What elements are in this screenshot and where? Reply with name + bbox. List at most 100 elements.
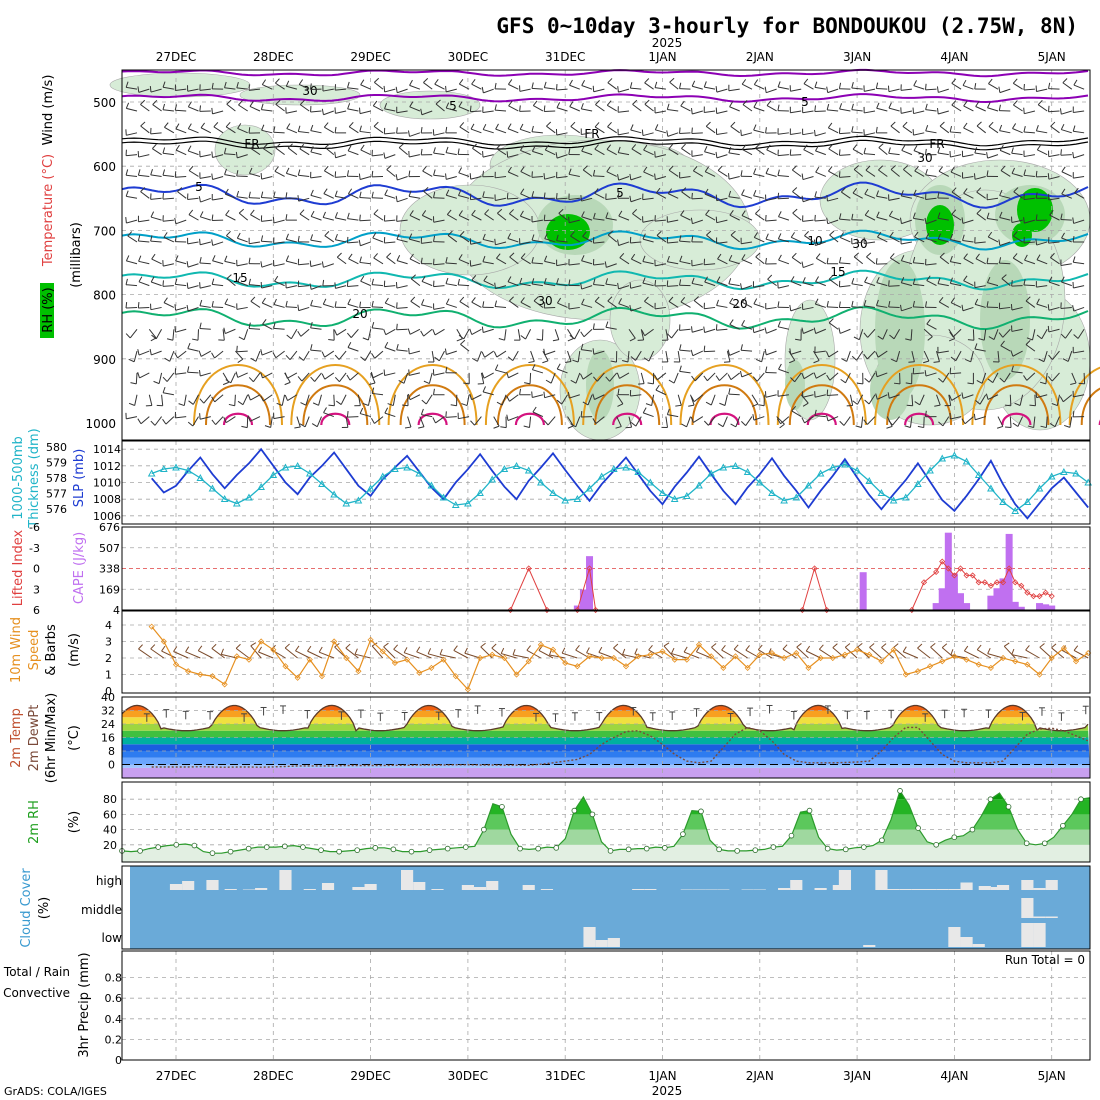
lifted-index-marker (945, 565, 952, 572)
wind-barb-flag (310, 299, 313, 306)
wind-barb-flag (838, 82, 842, 89)
wind-barb-flag (1014, 402, 1021, 406)
rh-2m-marker (1023, 840, 1030, 847)
wind-barb-flag (876, 190, 879, 197)
wind-barb-flag (128, 358, 135, 363)
wind-barb-flag (348, 253, 353, 260)
wind-barb-flag (226, 230, 231, 237)
wind-barb (273, 241, 285, 244)
wind-barb (396, 285, 408, 289)
wind-barb (1023, 88, 1035, 91)
wind-barb (242, 394, 249, 405)
wind-barb-flag (1048, 354, 1053, 360)
wind-barb-flag (1011, 167, 1016, 174)
wind-barb-flag (690, 396, 695, 402)
wind-barb (741, 83, 753, 90)
wind-barb-flag (345, 643, 351, 649)
thickness-marker (354, 496, 363, 504)
wind-barb-flag (258, 646, 262, 653)
temp-contour-20 (121, 306, 1089, 331)
wind-barb (987, 217, 999, 221)
wind-barb (704, 151, 716, 156)
wind-barb-flag (949, 367, 952, 374)
thickness-marker (719, 463, 728, 471)
wind-barb-flag (654, 173, 656, 180)
wind-barb (508, 171, 519, 177)
wind-barb (708, 416, 716, 426)
wind-tick: 3 (105, 636, 112, 649)
wind-barb (794, 372, 802, 383)
wind-barb (212, 260, 224, 265)
wind-barb (359, 413, 371, 418)
wind-barb (974, 285, 986, 289)
wind-barb (753, 106, 765, 112)
wind-barb-flag (681, 187, 687, 193)
slp-thickness-panel: 101410121010100810065805795785775761000-… (11, 428, 1093, 529)
wind-barb-flag (213, 122, 219, 128)
wind-barb (187, 241, 199, 245)
wind-barb (310, 175, 322, 179)
wind-barb (717, 258, 728, 265)
wind-barb (976, 649, 992, 659)
wind-barb (876, 282, 888, 287)
wind-barb-flag (223, 327, 226, 334)
wind-barb-flag (740, 283, 743, 290)
wind-barb-flag (950, 649, 954, 656)
wind-barb (459, 126, 470, 134)
wind-barb (474, 416, 482, 426)
wind-barb-flag (570, 231, 575, 237)
wind-barb (300, 328, 310, 337)
wind-barb-flag (334, 282, 336, 289)
thickness-marker (293, 461, 302, 469)
wind-barb-flag (1073, 334, 1079, 339)
wind-barb-flag (719, 402, 726, 406)
wind-barb-flag (226, 99, 232, 105)
wind-barb-flag (777, 192, 780, 199)
wind-barb-flag (703, 375, 708, 382)
wind-barb-flag (237, 358, 244, 363)
wind-barb (150, 132, 162, 135)
rh2m-tick: 80 (103, 793, 117, 806)
wind-barb-flag (322, 279, 325, 286)
wind-barb-flag (481, 351, 486, 358)
wind-barb (1009, 416, 1012, 428)
slp-line (151, 447, 1089, 520)
wind-barb (827, 219, 839, 225)
wind-barb (569, 84, 580, 90)
top-date-labels: 27DEC 28DEC 29DEC 30DEC 31DEC 1JAN 2JAN 3JAN 4JA… (156, 50, 1066, 64)
wind-barb-flag (753, 298, 758, 305)
wind-barb-flag (963, 100, 968, 107)
wind-barb-flag (999, 211, 1003, 218)
wind-barb-flag (757, 644, 763, 650)
wind-barb-flag (765, 366, 768, 373)
wind-barb (937, 152, 949, 156)
cloud-bar-high (224, 889, 237, 890)
wind-barb-flag (930, 643, 936, 648)
wind-barb (556, 263, 568, 267)
wind-barb-flag (963, 122, 968, 129)
cloud-bar-high (182, 881, 195, 890)
wind-barb-flag (373, 121, 379, 127)
wind-barb (691, 154, 703, 157)
wind-barb-flag (789, 149, 792, 156)
wind-barb-flag (471, 275, 477, 281)
lifted-index-marker (1042, 589, 1049, 596)
cloud-bar-high (169, 884, 183, 890)
wind-barb-flag (902, 121, 908, 127)
wind-barb-flag (581, 255, 585, 261)
wind-barb-flag (832, 643, 838, 648)
wind-speed-marker (160, 638, 167, 645)
wind-barb (371, 197, 384, 199)
wind-barb-flag (264, 425, 271, 428)
wind-barb (867, 328, 876, 338)
wind-speed-marker (404, 656, 411, 663)
wind-barb (310, 110, 322, 113)
wind-barb-flag (497, 208, 503, 214)
wind-barb (693, 170, 704, 177)
wind-barb (359, 261, 371, 265)
wind-barb-flag (211, 300, 214, 308)
wind-barb-flag (398, 380, 405, 384)
wind-barb-flag (260, 235, 264, 242)
wind-speed-marker (1024, 661, 1031, 668)
wind-barb-flag (407, 393, 411, 400)
